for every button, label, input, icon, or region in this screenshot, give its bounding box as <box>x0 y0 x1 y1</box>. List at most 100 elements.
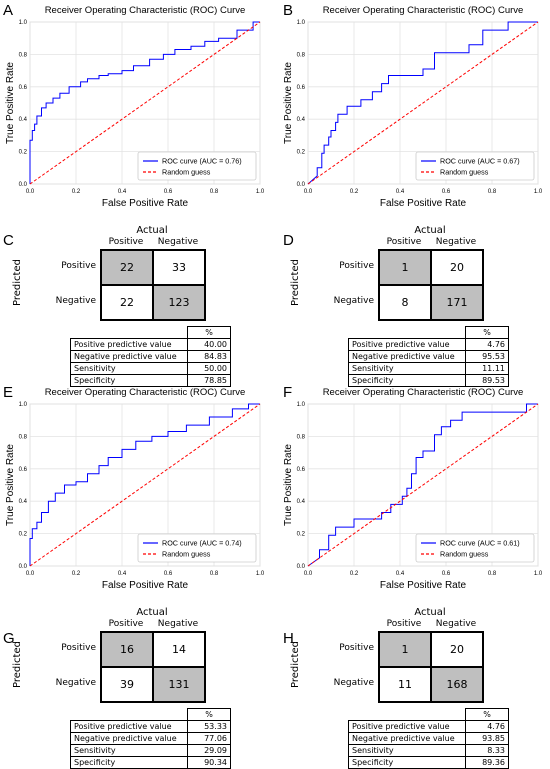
metric-label: Positive predictive value <box>70 338 188 351</box>
cell-true-negative: 131 <box>153 667 205 702</box>
x-tick-label: 0.6 <box>164 571 173 577</box>
x-tick-label: 0.4 <box>118 189 127 195</box>
metrics-table: % Positive predictive value 4.76 Negative p… <box>348 708 509 769</box>
metric-row: Negative predictive value 84.83 <box>70 350 231 363</box>
matrix-grid: 16 14 39 131 <box>100 631 206 703</box>
metric-row: Negative predictive value 95.53 <box>348 350 509 363</box>
metric-row: Positive predictive value 4.76 <box>348 338 509 351</box>
row-header-positive: Positive <box>61 260 96 271</box>
cell-false-negative: 11 <box>379 667 431 702</box>
x-tick-label: 0.6 <box>442 571 451 577</box>
legend-label: Random guess <box>440 168 489 177</box>
roc-curve-line <box>29 21 260 184</box>
metric-row: Specificity 78.85 <box>70 374 231 387</box>
x-tick-label: 0.6 <box>442 189 451 195</box>
random-guess-line <box>29 21 261 185</box>
actual-header: Actual <box>414 225 446 236</box>
confusion-matrix-d: Actual Positive Negative Predicted Positive N… <box>278 222 550 387</box>
cell-true-negative: 123 <box>153 285 205 320</box>
x-axis-label: False Positive Rate <box>380 580 467 591</box>
panel-label-d: D <box>283 232 294 249</box>
metric-value: 4.76 <box>465 720 509 733</box>
legend-label: ROC curve (AUC = 0.67) <box>440 157 520 166</box>
metric-row: Sensitivity 29.09 <box>70 744 231 757</box>
y-tick-label: 0.2 <box>19 532 28 538</box>
y-tick-label: 1.0 <box>19 402 28 408</box>
percent-header: % <box>465 708 509 721</box>
metric-row: Positive predictive value 53.33 <box>70 720 231 733</box>
legend-box <box>137 533 257 563</box>
cell-true-positive: 1 <box>379 632 431 667</box>
cell-false-positive: 20 <box>431 250 483 285</box>
y-tick-label: 0.2 <box>19 150 28 156</box>
percent-header: % <box>465 326 509 339</box>
metrics-table: % Positive predictive value 4.76 Negative p… <box>348 326 509 387</box>
col-header-negative: Negative <box>157 619 199 629</box>
metric-value: 40.00 <box>187 338 231 351</box>
metric-value: 50.00 <box>187 362 231 375</box>
legend-label: Random guess <box>162 550 211 559</box>
cell-false-negative: 22 <box>101 285 153 320</box>
panel-label-f: F <box>283 384 293 401</box>
chart-title: Receiver Operating Characteristic (ROC) … <box>45 5 246 16</box>
row-header-positive: Positive <box>339 642 374 653</box>
panel-label-e: E <box>3 384 14 401</box>
y-tick-label: 0.8 <box>297 52 306 58</box>
cell-true-positive: 16 <box>101 632 153 667</box>
row-header-negative: Negative <box>333 677 374 688</box>
y-tick-label: 1.0 <box>297 20 306 26</box>
cell-false-negative: 39 <box>101 667 153 702</box>
x-tick-label: 0.8 <box>210 189 219 195</box>
metric-row: Sensitivity 8.33 <box>348 744 509 757</box>
x-tick-label: 0.4 <box>396 189 405 195</box>
confusion-matrix-c: Actual Positive Negative Predicted Positive N… <box>0 222 272 387</box>
x-tick-label: 0.0 <box>304 571 313 577</box>
legend-label: ROC curve (AUC = 0.76) <box>162 157 242 166</box>
cell-false-positive: 20 <box>431 632 483 667</box>
y-axis-label: True Positive Rate <box>5 444 16 526</box>
matrix-grid: 22 33 22 123 <box>100 249 206 321</box>
x-tick-label: 0.0 <box>26 571 35 577</box>
metrics-table: % Positive predictive value 40.00 Negative … <box>70 326 231 387</box>
metric-row: Specificity 89.36 <box>348 756 509 769</box>
y-tick-label: 0.0 <box>19 564 28 570</box>
x-tick-label: 0.4 <box>396 571 405 577</box>
cell-false-negative: 8 <box>379 285 431 320</box>
legend-box <box>415 533 535 563</box>
roc-chart-b: Receiver Operating Characteristic (ROC) … <box>283 5 543 209</box>
metric-label: Negative predictive value <box>348 732 466 745</box>
y-axis-label: True Positive Rate <box>283 62 294 144</box>
predicted-header: Predicted <box>12 259 23 306</box>
metric-row: Specificity 90.34 <box>70 756 231 769</box>
y-axis-label: True Positive Rate <box>5 62 16 144</box>
y-tick-label: 0.8 <box>297 434 306 440</box>
x-axis-label: False Positive Rate <box>102 580 189 591</box>
metric-row: Negative predictive value 77.06 <box>70 732 231 745</box>
metrics-table: % Positive predictive value 53.33 Negative … <box>70 708 231 769</box>
metric-label: Sensitivity <box>348 744 466 757</box>
metric-value: 84.83 <box>187 350 231 363</box>
y-tick-label: 0.6 <box>297 467 306 473</box>
y-tick-label: 1.0 <box>297 402 306 408</box>
metric-label: Positive predictive value <box>348 720 466 733</box>
predicted-header: Predicted <box>290 641 301 688</box>
random-guess-line <box>307 403 539 567</box>
x-axis-label: False Positive Rate <box>380 198 467 209</box>
chart-title: Receiver Operating Characteristic (ROC) … <box>323 5 524 16</box>
actual-header: Actual <box>136 225 168 236</box>
percent-header: % <box>187 326 231 339</box>
x-tick-label: 0.2 <box>350 571 359 577</box>
roc-chart-a: Receiver Operating Characteristic (ROC) … <box>5 5 265 209</box>
metric-value: 11.11 <box>465 362 509 375</box>
y-tick-label: 0.6 <box>19 467 28 473</box>
matrix-grid: 1 20 8 171 <box>378 249 484 321</box>
panel-label-g: G <box>3 630 15 647</box>
y-tick-label: 0.2 <box>297 532 306 538</box>
y-tick-label: 0.4 <box>19 499 28 505</box>
col-header-negative: Negative <box>157 237 199 247</box>
y-tick-label: 0.6 <box>19 85 28 91</box>
roc-chart-f: Receiver Operating Characteristic (ROC) … <box>283 387 543 591</box>
metric-value: 78.85 <box>187 374 231 387</box>
y-tick-label: 0.0 <box>297 182 306 188</box>
y-tick-label: 0.4 <box>19 117 28 123</box>
